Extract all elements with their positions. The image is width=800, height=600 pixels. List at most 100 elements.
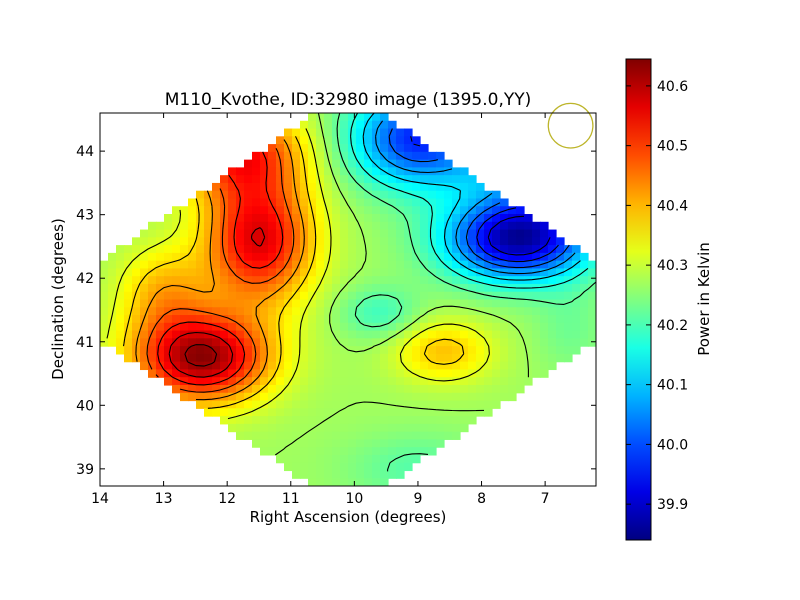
heatmap-cell (364, 113, 373, 122)
heatmap-cell (308, 470, 317, 479)
heatmap-cell (404, 315, 413, 324)
heatmap-cell (348, 377, 357, 386)
heatmap-cell (460, 299, 469, 308)
heatmap-cell (420, 221, 429, 231)
heatmap-cell (372, 346, 381, 355)
heatmap-cell (196, 214, 205, 223)
heatmap-cell (108, 260, 117, 270)
heatmap-cell (244, 330, 253, 339)
heatmap-cell (292, 315, 301, 324)
heatmap-cell (524, 307, 533, 316)
heatmap-cell (332, 431, 341, 440)
heatmap-cell (260, 353, 269, 363)
heatmap-cell (284, 136, 293, 145)
heatmap-cell (324, 462, 333, 472)
heatmap-cell (364, 353, 373, 363)
heatmap-cell (316, 276, 325, 285)
heatmap-cell (396, 151, 405, 161)
heatmap-cell (476, 299, 485, 308)
heatmap-cell (500, 214, 509, 223)
heatmap-cell (460, 384, 469, 394)
heatmap-cell (356, 315, 365, 324)
heatmap-cell (284, 291, 293, 301)
heatmap-cell (364, 447, 373, 456)
heatmap-cell (236, 299, 245, 308)
heatmap-cell (364, 144, 373, 153)
heatmap-cell (340, 182, 349, 192)
heatmap-cell (508, 260, 517, 270)
heatmap-cell (420, 283, 429, 293)
heatmap-cell (580, 315, 589, 324)
heatmap-cell (300, 392, 309, 402)
heatmap-cell (340, 144, 349, 153)
heatmap-cell (316, 361, 325, 371)
heatmap-cell (468, 338, 477, 347)
heatmap-cell (484, 346, 493, 355)
heatmap-cell (492, 206, 501, 215)
heatmap-cell (516, 245, 525, 254)
heatmap-cell (316, 307, 325, 316)
heatmap-cell (532, 330, 541, 339)
heatmap-cell (100, 291, 109, 301)
heatmap-cell (132, 260, 141, 270)
heatmap-cell (556, 291, 565, 301)
heatmap-cell (428, 252, 437, 262)
heatmap-cell (252, 167, 261, 176)
heatmap-cell (444, 408, 453, 417)
heatmap-cell (188, 384, 197, 394)
heatmap-cell (348, 392, 357, 402)
heatmap-cell (300, 167, 309, 176)
heatmap-cell (516, 322, 525, 332)
heatmap-cell (380, 361, 389, 371)
heatmap-cell (404, 283, 413, 293)
heatmap-cell (396, 454, 405, 464)
heatmap-cell (380, 214, 389, 223)
contour-line (274, 113, 529, 456)
heatmap-cell (316, 416, 325, 425)
heatmap-cell (428, 346, 437, 355)
heatmap-cell (540, 237, 549, 246)
heatmap-cell (356, 190, 365, 200)
heatmap-cell (396, 353, 405, 363)
heatmap-cell (284, 268, 293, 277)
heatmap-cell (476, 338, 485, 347)
heatmap-cell (252, 252, 261, 262)
heatmap-cell (460, 315, 469, 324)
heatmap-cell (340, 330, 349, 339)
heatmap-cell (308, 462, 317, 472)
x-tick-label: 8 (477, 491, 486, 507)
heatmap-cell (380, 439, 389, 448)
heatmap-cell (468, 229, 477, 238)
heatmap-cell (196, 392, 205, 402)
heatmap-cell (228, 237, 237, 246)
heatmap-cell (420, 392, 429, 402)
heatmap-cell (476, 198, 485, 207)
heatmap-cell (268, 159, 277, 168)
heatmap-cell (348, 291, 357, 301)
heatmap-cell (308, 229, 317, 238)
heatmap-cell (548, 353, 557, 363)
heatmap-cell (316, 330, 325, 339)
heatmap-cell (380, 315, 389, 324)
heatmap-cell (364, 478, 373, 486)
heatmap-cell (324, 167, 333, 176)
heatmap-cell (516, 252, 525, 262)
heatmap-cell (284, 299, 293, 308)
heatmap-cell (236, 431, 245, 440)
heatmap-cell (476, 377, 485, 386)
heatmap-cell (436, 198, 445, 207)
heatmap-cell (348, 198, 357, 207)
contour-line (135, 139, 305, 401)
heatmap-cell (276, 307, 285, 316)
heatmap-cell (220, 175, 229, 184)
heatmap-cell (476, 214, 485, 223)
heatmap-cell (148, 338, 157, 347)
heatmap-cell (436, 268, 445, 277)
heatmap-cell (500, 361, 509, 371)
heatmap-cell (484, 206, 493, 215)
contour-line (106, 128, 490, 420)
heatmap-cell (292, 159, 301, 168)
heatmap-cell (468, 190, 477, 200)
heatmap-cell (556, 338, 565, 347)
heatmap-cell (484, 198, 493, 207)
